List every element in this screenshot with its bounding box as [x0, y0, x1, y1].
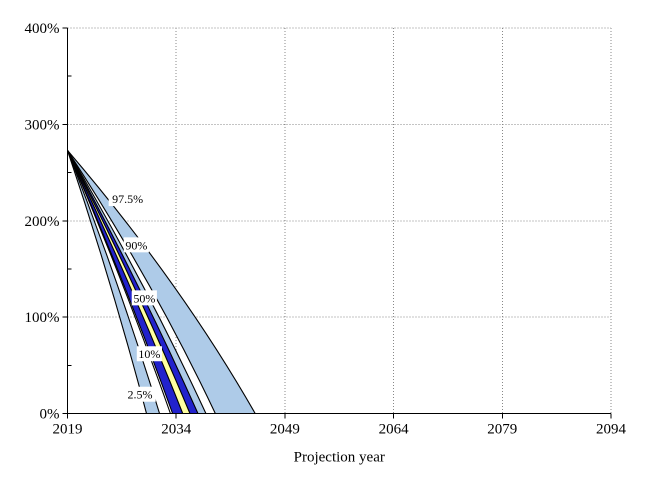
percentile-label-box [123, 237, 149, 253]
y-axis-tick-label: 400% [25, 21, 60, 37]
x-axis-tick-label: 2034 [161, 422, 192, 438]
percentile-label: 10% [138, 347, 160, 361]
percentile-ray [67, 150, 207, 414]
y-axis-tick-label: 300% [25, 117, 60, 133]
x-axis-tick-label: 2049 [270, 422, 300, 438]
percentile-ray [67, 150, 216, 414]
left-light-blue-band [67, 150, 160, 414]
x-axis-tick-label: 2094 [596, 422, 627, 438]
y-axis-tick-label: 100% [25, 310, 60, 326]
percentile-label: 97.5% [112, 192, 143, 206]
percentile-ray [67, 150, 191, 414]
percentile-ray [67, 150, 256, 414]
percentile-label-box [131, 290, 157, 306]
wide-light-blue-band [67, 150, 256, 414]
percentile-label: 50% [133, 291, 155, 305]
percentile-ray [66, 150, 148, 414]
percentile-label: 90% [125, 238, 147, 252]
x-axis-title: Projection year [294, 450, 385, 466]
percentile-ray [66, 150, 161, 414]
percentile-label-box [124, 386, 156, 402]
inner-light-blue-band [67, 150, 206, 414]
inner-dark-blue-band-right [67, 150, 198, 414]
y-axis-tick-label: 200% [25, 214, 60, 230]
percentile-ray [66, 150, 174, 414]
percentile-label-box [108, 191, 147, 207]
percentile-ray [67, 150, 199, 414]
x-axis-tick-label: 2079 [487, 422, 517, 438]
x-axis-tick-label: 2064 [379, 422, 410, 438]
percentile-label: 2.5% [127, 388, 152, 402]
x-axis-tick-label: 2019 [53, 422, 83, 438]
y-axis-tick-label: 0% [40, 407, 60, 423]
percentile-label-box [136, 346, 162, 362]
percentile-ray [67, 150, 184, 414]
